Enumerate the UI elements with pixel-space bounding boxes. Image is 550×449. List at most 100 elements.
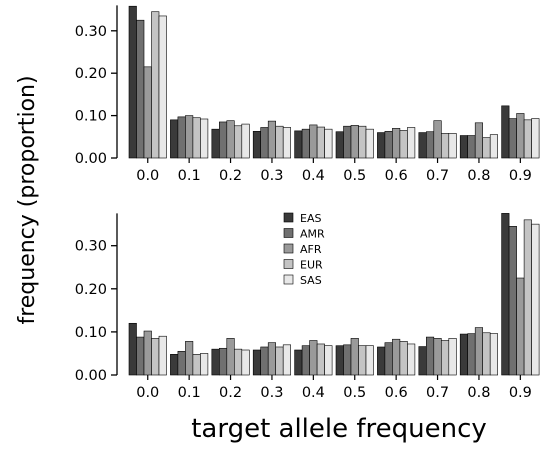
bar-amr-0.7: [425, 131, 435, 159]
x-tick-label: 0.8: [467, 385, 490, 401]
x-axis-label: target allele frequency: [191, 414, 487, 444]
bar-eur-0.7: [440, 340, 450, 376]
bar-eas-0.3: [252, 130, 261, 159]
bar-eur-0.8: [482, 137, 491, 159]
y-tick-label: 0.00: [75, 151, 107, 167]
bar-amr-0.8: [467, 333, 476, 376]
bar-eur-0.4: [316, 343, 325, 376]
legend-swatch-eas: [283, 212, 294, 223]
bar-sas-0.9: [531, 223, 540, 376]
y-tick-label: 0.10: [75, 325, 107, 341]
bar-eas-0.2: [211, 128, 220, 159]
bar-amr-0.3: [260, 127, 269, 159]
y-tick-label: 0.10: [75, 109, 107, 125]
bar-sas-0.7: [448, 133, 457, 159]
bar-eur-0.2: [234, 348, 243, 376]
x-tick-label: 0.4: [302, 385, 325, 401]
bar-eur-0.0: [151, 11, 160, 159]
bar-afr-0.4: [309, 124, 318, 159]
bar-amr-0.6: [384, 130, 393, 159]
bar-amr-0.4: [301, 345, 310, 376]
bar-eas-0.5: [335, 131, 344, 159]
bar-eas-0.1: [170, 119, 179, 159]
bottom-panel: 0.00 0.10 0.20 0.30 0.0 0.1 0.2 0.3 0.4 0.5 0.6 0.7…: [75, 213, 540, 401]
bar-eas-0.6: [377, 132, 386, 159]
legend-swatch-afr: [283, 243, 294, 254]
bar-eur-0.3: [275, 346, 284, 376]
bar-eas-0.7: [418, 132, 427, 159]
bar-afr-0.0: [143, 330, 152, 376]
bar-amr-0.1: [177, 350, 186, 376]
bar-afr-0.7: [433, 338, 442, 376]
bar-eas-0.0: [128, 322, 137, 376]
bar-sas-0.6: [407, 343, 416, 376]
bar-sas-0.2: [241, 349, 250, 376]
legend-label-eas: EAS: [300, 212, 321, 225]
bar-sas-0.3: [282, 127, 292, 159]
bar-eas-0.2: [211, 348, 220, 376]
bar-afr-0.9: [516, 277, 525, 376]
bar-afr-0.1: [185, 341, 194, 376]
bar-afr-0.3: [267, 120, 277, 159]
bar-eas-0.6: [377, 346, 386, 376]
bar-afr-0.3: [267, 342, 277, 376]
legend-swatch-eur: [283, 259, 294, 269]
x-tick-label: 0.2: [219, 385, 242, 401]
legend-swatch-sas: [283, 274, 294, 285]
bar-eur-0.9: [523, 219, 532, 376]
y-tick-label: 0.30: [75, 24, 107, 40]
y-tick-label: 0.20: [75, 66, 107, 82]
bar-sas-0.4: [324, 128, 333, 159]
bar-eas-0.9: [501, 213, 510, 376]
bar-eas-0.5: [335, 345, 344, 376]
bar-amr-0.0: [136, 19, 145, 159]
x-tick-label: 0.9: [509, 385, 532, 401]
bar-eas-0.9: [501, 105, 510, 159]
x-tick-label: 0.5: [343, 168, 366, 184]
bar-amr-0.8: [467, 135, 476, 159]
y-tick-label: 0.30: [75, 239, 107, 255]
bar-amr-0.4: [301, 128, 310, 159]
bar-amr-0.1: [177, 116, 186, 159]
bar-eur-0.5: [358, 345, 367, 376]
legend-label-eur: EUR: [300, 259, 323, 272]
bar-eur-0.8: [482, 332, 491, 376]
bar-sas-0.0: [158, 335, 167, 376]
x-tick-label: 0.0: [136, 168, 159, 184]
bar-afr-0.2: [226, 338, 235, 376]
bar-sas-0.3: [282, 344, 292, 376]
bar-amr-0.2: [219, 121, 228, 159]
bar-afr-0.6: [392, 338, 401, 376]
bar-sas-0.2: [241, 123, 250, 159]
top-panel: 0.00 0.10 0.20 0.30 0.0 0.1 0.2 0.3 0.4 0.5 0.6 0.7…: [75, 5, 540, 184]
bar-eur-0.9: [523, 119, 532, 159]
bar-eur-0.6: [399, 130, 408, 159]
legend: EAS AMR AFR EUR SAS: [283, 212, 325, 287]
x-tick-label: 0.8: [467, 168, 490, 184]
bar-eas-0.3: [252, 349, 261, 376]
bar-eur-0.1: [192, 117, 201, 159]
bar-eas-0.0: [128, 5, 137, 159]
bar-sas-0.7: [448, 338, 457, 376]
legend-label-afr: AFR: [300, 243, 322, 256]
bar-sas-0.9: [531, 118, 540, 159]
bar-eas-0.1: [170, 354, 179, 376]
legend-label-amr: AMR: [300, 228, 325, 241]
bar-eas-0.4: [294, 349, 303, 376]
bar-amr-0.0: [136, 336, 145, 376]
bar-sas-0.8: [489, 134, 499, 159]
bar-amr-0.9: [508, 226, 517, 376]
x-tick-label: 0.2: [219, 168, 242, 184]
x-tick-label: 0.3: [260, 385, 283, 401]
y-tick-label: 0.00: [75, 368, 107, 384]
bar-amr-0.5: [343, 344, 352, 376]
bar-afr-0.7: [433, 120, 442, 159]
x-tick-label: 0.6: [385, 385, 408, 401]
bar-afr-0.9: [516, 113, 525, 159]
x-tick-label: 0.7: [426, 385, 449, 401]
bar-afr-0.4: [309, 340, 318, 376]
bar-eur-0.1: [192, 354, 201, 376]
x-tick-label: 0.0: [136, 385, 159, 401]
y-tick-label: 0.20: [75, 282, 107, 298]
